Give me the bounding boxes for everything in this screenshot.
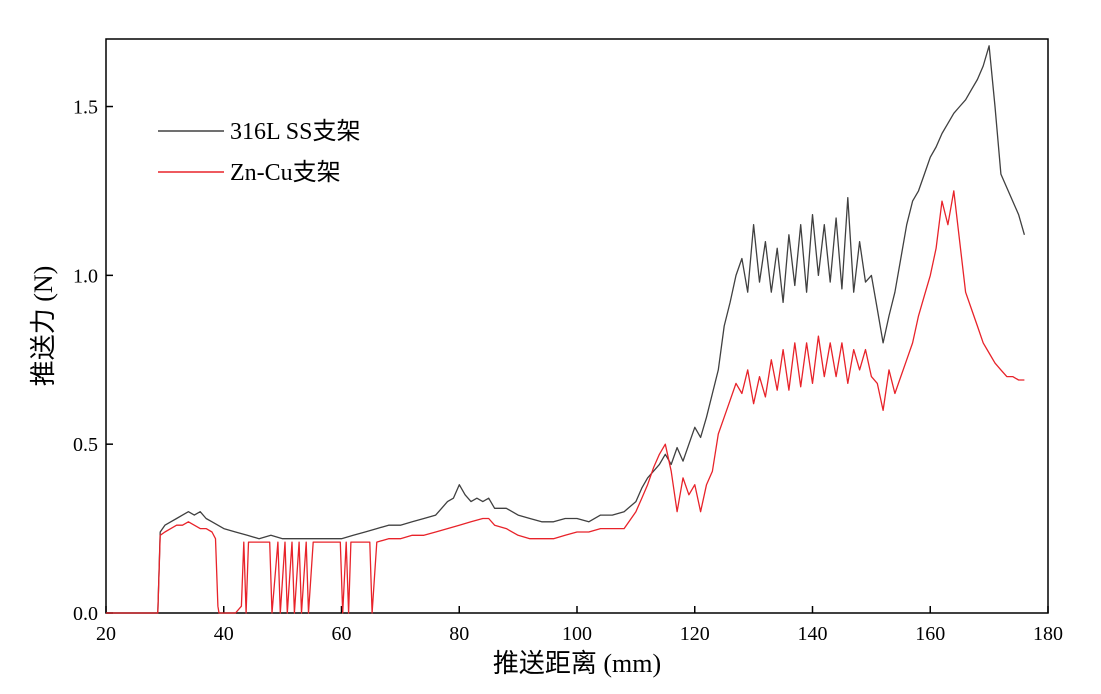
y-tick-label: 0.5 xyxy=(73,434,98,456)
x-tick-label: 120 xyxy=(680,623,710,645)
x-tick-label: 60 xyxy=(332,623,352,645)
x-tick-label: 140 xyxy=(798,623,828,645)
y-axis-title: 推送力 (N) xyxy=(29,266,58,387)
x-tick-label: 20 xyxy=(96,623,116,645)
x-tick-label: 180 xyxy=(1033,623,1063,645)
x-tick-label: 80 xyxy=(449,623,469,645)
legend: 316L SS支架 Zn-Cu支架 xyxy=(158,118,360,186)
series-lines xyxy=(106,45,1026,614)
y-tick-label: 0.0 xyxy=(73,603,98,625)
legend-label-2: Zn-Cu支架 xyxy=(230,159,341,186)
x-tick-label: 100 xyxy=(562,623,592,645)
x-tick-label: 160 xyxy=(915,623,945,645)
x-axis-title: 推送距离 (mm) xyxy=(493,649,661,678)
series-line-2 xyxy=(106,190,1025,614)
axis-ticks: 20 40 60 80 100 120 140 160 180 0.0 0.5 1.0 1.5 xyxy=(73,97,1063,645)
x-tick-label: 40 xyxy=(214,623,234,645)
series-line-1 xyxy=(106,45,1026,614)
y-tick-label: 1.5 xyxy=(73,97,98,119)
legend-label-1: 316L SS支架 xyxy=(230,118,360,145)
y-tick-label: 1.0 xyxy=(73,265,98,287)
